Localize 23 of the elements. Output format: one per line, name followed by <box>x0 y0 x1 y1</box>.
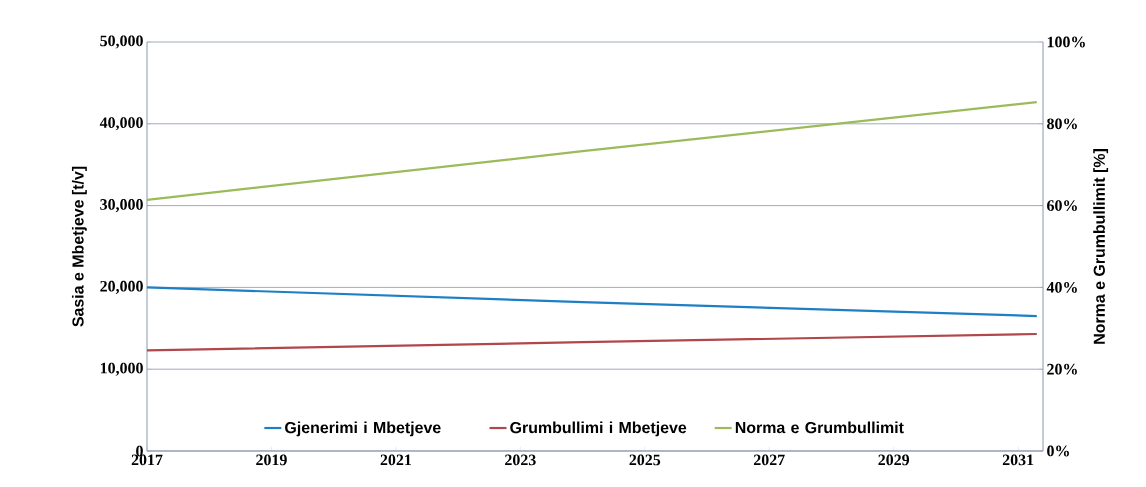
x-tick-label: 2021 <box>380 454 411 466</box>
y2-tick-label: 80% <box>1047 118 1077 130</box>
x-tick-label: 2029 <box>878 454 910 466</box>
x-tick-label: 2019 <box>256 454 287 466</box>
legend-label: Gjenerimi i Mbetjeve <box>285 421 441 437</box>
y-tick-label: 50,000 <box>100 35 143 49</box>
y2-tick-label: 20% <box>1047 363 1077 375</box>
y2-tick-label: 0% <box>1047 445 1069 457</box>
y2-tick-label: 100% <box>1047 36 1085 48</box>
x-tick-label: 2023 <box>505 454 536 466</box>
legend-label: Norma e Grumbullimit <box>735 421 904 434</box>
y-tick-label: 30,000 <box>100 199 143 213</box>
y2-axis-title: Norma e Grumbullimit [%] <box>1093 149 1109 344</box>
x-tick-label: 2025 <box>629 454 661 466</box>
y2-tick-label: 60% <box>1047 200 1077 211</box>
x-tick-label: 2027 <box>753 454 785 466</box>
y-axis-title: Sasia e Mbetjeve [t/v] <box>71 166 87 327</box>
legend-label: Grumbullimi i Mbetjeve <box>510 421 687 437</box>
x-tick-label: 2031 <box>1002 454 1034 466</box>
y-tick-label: 10,000 <box>100 362 143 376</box>
y-tick-label: 20,000 <box>100 280 143 294</box>
y-tick-label: 40,000 <box>99 117 143 131</box>
y2-tick-label: 40% <box>1046 282 1077 293</box>
